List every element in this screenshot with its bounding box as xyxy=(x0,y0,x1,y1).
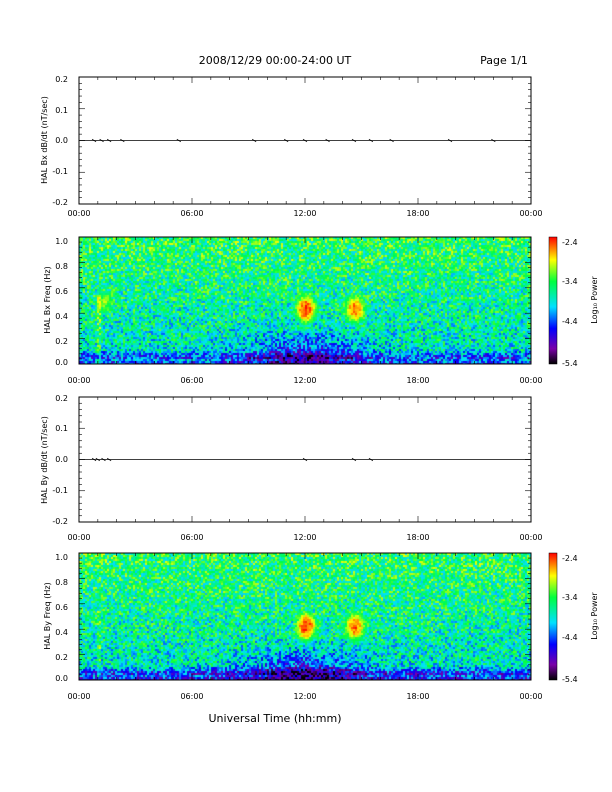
y-tick-label: -0.1 xyxy=(52,486,68,495)
by-spectrogram-panel: HAL By Freq (Hz) 1.0 0.8 0.6 0.4 0.2 0.0… xyxy=(43,552,599,701)
y-tick-label: 0.6 xyxy=(55,603,68,612)
y-tick-label: 0.1 xyxy=(55,106,68,115)
x-tick-label: 18:00 xyxy=(406,209,429,218)
y-tick-label: 0.4 xyxy=(55,628,68,637)
by-spectrogram-frame xyxy=(78,552,532,681)
bx-dbdt-frame xyxy=(78,76,532,205)
bx-colorbar-label: Log₁₀ Power xyxy=(590,276,599,324)
colorbar-tick-label: -3.4 xyxy=(562,593,578,602)
burst-mark xyxy=(302,138,308,143)
y-tick-label: 0.0 xyxy=(55,674,68,683)
bx-spectrogram-image xyxy=(79,237,531,364)
x-tick-label: 00:00 xyxy=(519,209,542,218)
x-tick-label: 00:00 xyxy=(519,376,542,385)
burst-mark xyxy=(302,457,308,462)
x-tick-label: 00:00 xyxy=(519,692,542,701)
burst-mark xyxy=(368,138,374,143)
colorbar-tick-label: -4.4 xyxy=(562,633,578,642)
bx-dbdt-panel: HAL Bx dB/dt (nT/sec) 0.2 0.1 0.0 -0.1 -… xyxy=(40,75,543,218)
x-tick-label: 06:00 xyxy=(180,376,203,385)
page-indicator: Page 1/1 xyxy=(480,54,528,67)
burst-mark xyxy=(389,138,394,143)
burst-mark xyxy=(283,138,289,143)
colorbar-tick-label: -5.4 xyxy=(562,675,578,684)
x-tick-label: 18:00 xyxy=(406,376,429,385)
colorbar-tick-label: -2.4 xyxy=(562,554,578,563)
x-tick-label: 12:00 xyxy=(293,376,316,385)
by-colorbar xyxy=(548,552,558,681)
figure-title: 2008/12/29 00:00-24:00 UT xyxy=(199,54,352,67)
burst-mark xyxy=(99,138,104,143)
burst-mark xyxy=(91,457,97,462)
bx-spectrogram-panel: HAL Bx Freq (Hz) 1.0 0.8 0.6 0.4 0.2 0.0… xyxy=(43,236,599,385)
x-tick-label: 06:00 xyxy=(180,209,203,218)
burst-mark xyxy=(325,138,330,143)
burst-mark xyxy=(120,138,125,143)
by-dbdt-frame xyxy=(78,396,532,523)
colorbar-tick-label: -2.4 xyxy=(562,238,578,247)
x-tick-label: 12:00 xyxy=(293,692,316,701)
x-tick-label: 12:00 xyxy=(293,533,316,542)
bx-dbdt-ylabel: HAL Bx dB/dt (nT/sec) xyxy=(40,96,49,184)
y-tick-label: 0.0 xyxy=(55,455,68,464)
burst-mark xyxy=(176,138,182,143)
x-tick-label: 18:00 xyxy=(406,533,429,542)
bx-spectrogram-frame xyxy=(78,236,532,365)
colorbar-tick-label: -3.4 xyxy=(562,277,578,286)
burst-mark xyxy=(368,457,374,462)
burst-mark xyxy=(491,138,496,143)
colorbar-tick-label: -4.4 xyxy=(562,317,578,326)
x-tick-label: 00:00 xyxy=(67,692,90,701)
x-tick-label: 06:00 xyxy=(180,692,203,701)
burst-mark xyxy=(91,138,97,143)
burst-mark xyxy=(106,457,112,462)
x-tick-label: 00:00 xyxy=(67,376,90,385)
y-tick-label: 1.0 xyxy=(55,553,68,562)
x-axis-label: Universal Time (hh:mm) xyxy=(209,712,342,725)
y-tick-label: 0.2 xyxy=(55,75,68,84)
by-dbdt-panel: HAL By dB/dt (nT/sec) 0.2 0.1 0.0 -0.1 -… xyxy=(40,394,543,542)
y-tick-label: 0.2 xyxy=(55,394,68,403)
burst-mark xyxy=(106,138,112,143)
x-tick-label: 00:00 xyxy=(519,533,542,542)
burst-mark xyxy=(351,138,357,143)
y-tick-label: 0.1 xyxy=(55,424,68,433)
bx-colorbar xyxy=(548,236,558,365)
x-tick-label: 00:00 xyxy=(67,209,90,218)
y-tick-label: 0.8 xyxy=(55,578,68,587)
burst-mark xyxy=(251,138,257,143)
colorbar-tick-label: -5.4 xyxy=(562,359,578,368)
burst-mark xyxy=(351,457,357,462)
x-tick-label: 12:00 xyxy=(293,209,316,218)
y-tick-label: -0.2 xyxy=(52,517,68,526)
x-tick-label: 00:00 xyxy=(67,533,90,542)
by-colorbar-label: Log₁₀ Power xyxy=(590,592,599,640)
y-tick-label: 0.0 xyxy=(55,358,68,367)
by-dbdt-ylabel: HAL By dB/dt (nT/sec) xyxy=(40,416,49,504)
burst-mark xyxy=(447,138,453,143)
y-tick-label: 0.8 xyxy=(55,262,68,271)
y-tick-label: 0.0 xyxy=(55,136,68,145)
y-tick-label: -0.2 xyxy=(52,198,68,207)
y-tick-label: 0.2 xyxy=(55,653,68,662)
y-tick-label: 0.2 xyxy=(55,337,68,346)
burst-mark xyxy=(101,457,106,462)
by-spectrogram-image xyxy=(79,553,531,680)
y-tick-label: 0.4 xyxy=(55,312,68,321)
x-tick-label: 06:00 xyxy=(180,533,203,542)
y-tick-label: 1.0 xyxy=(55,237,68,246)
y-tick-label: -0.1 xyxy=(52,167,68,176)
x-tick-label: 18:00 xyxy=(406,692,429,701)
burst-mark xyxy=(95,457,101,462)
y-tick-label: 0.6 xyxy=(55,287,68,296)
bx-freq-ylabel: HAL Bx Freq (Hz) xyxy=(43,266,52,333)
by-freq-ylabel: HAL By Freq (Hz) xyxy=(43,582,52,649)
